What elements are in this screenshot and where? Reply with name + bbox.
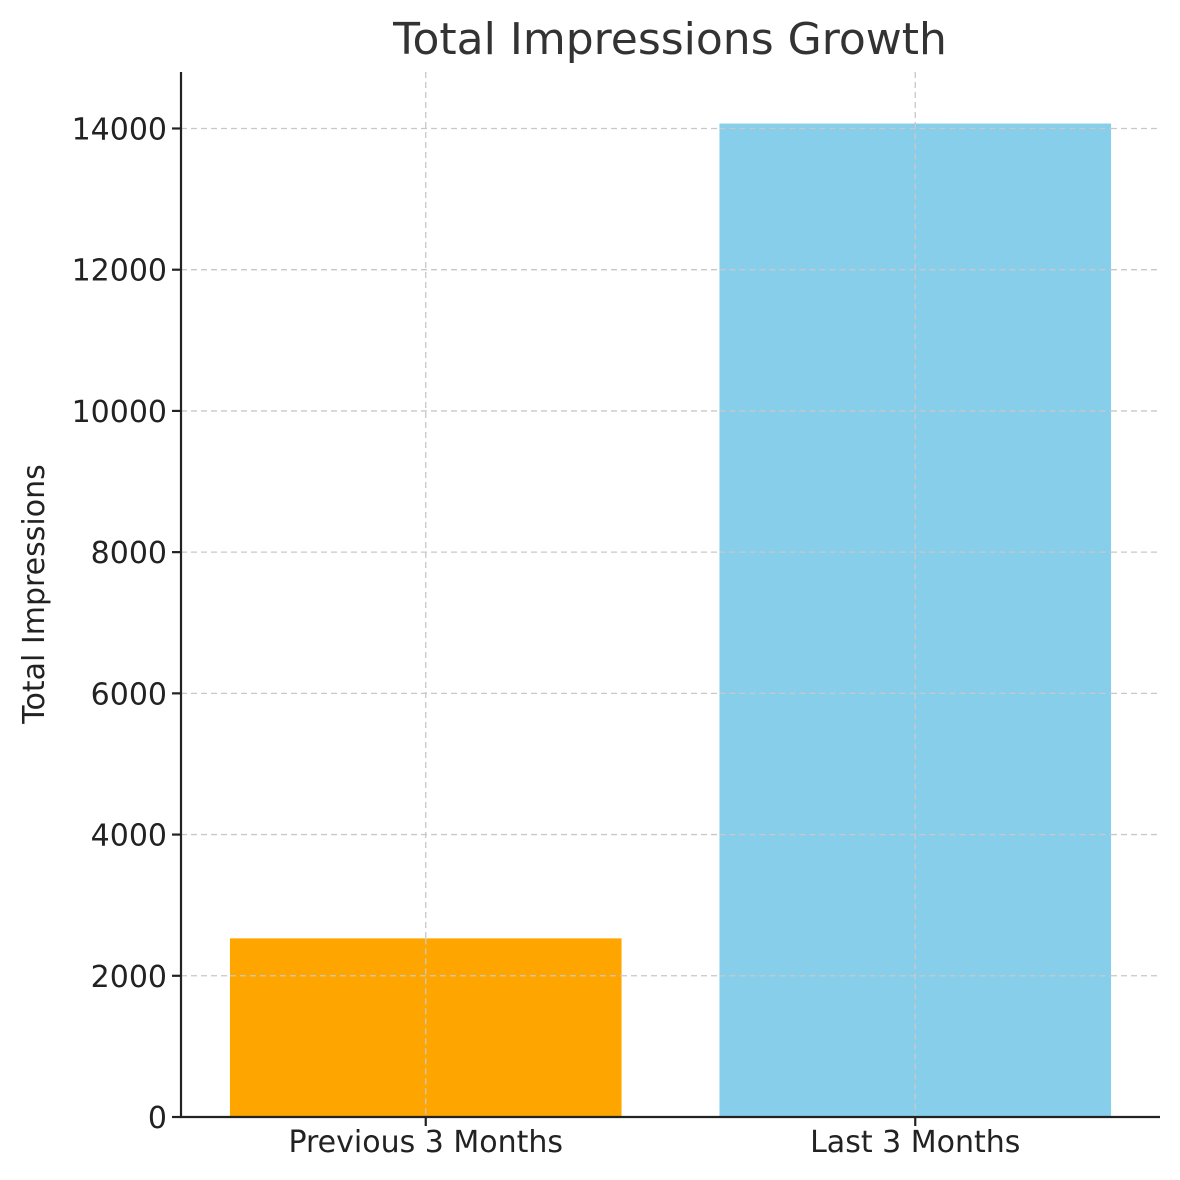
axis-layer (179, 72, 1160, 1119)
y-tick-label-3: 6000 (91, 677, 167, 712)
y-tick-label-6: 12000 (72, 254, 167, 289)
x-tick-label-0: Previous 3 Months (288, 1125, 563, 1160)
y-tick-label-1: 2000 (91, 960, 167, 995)
y-axis-label: Total Impressions (17, 464, 52, 724)
y-tick-label-0: 0 (148, 1101, 167, 1136)
tick-layer: 0 2000 4000 6000 8000 10000 12000 14000 Previous… (72, 112, 1021, 1160)
y-tick-label-5: 10000 (72, 395, 167, 430)
bar-layer (229, 123, 1112, 1117)
bar-0 (229, 938, 622, 1117)
chart-title: Total Impressions Growth (392, 14, 947, 65)
x-tick-label-1: Last 3 Months (810, 1125, 1020, 1160)
y-tick-label-7: 14000 (72, 112, 167, 147)
y-tick-label-2: 4000 (91, 819, 167, 854)
y-tick-label-4: 8000 (91, 536, 167, 571)
